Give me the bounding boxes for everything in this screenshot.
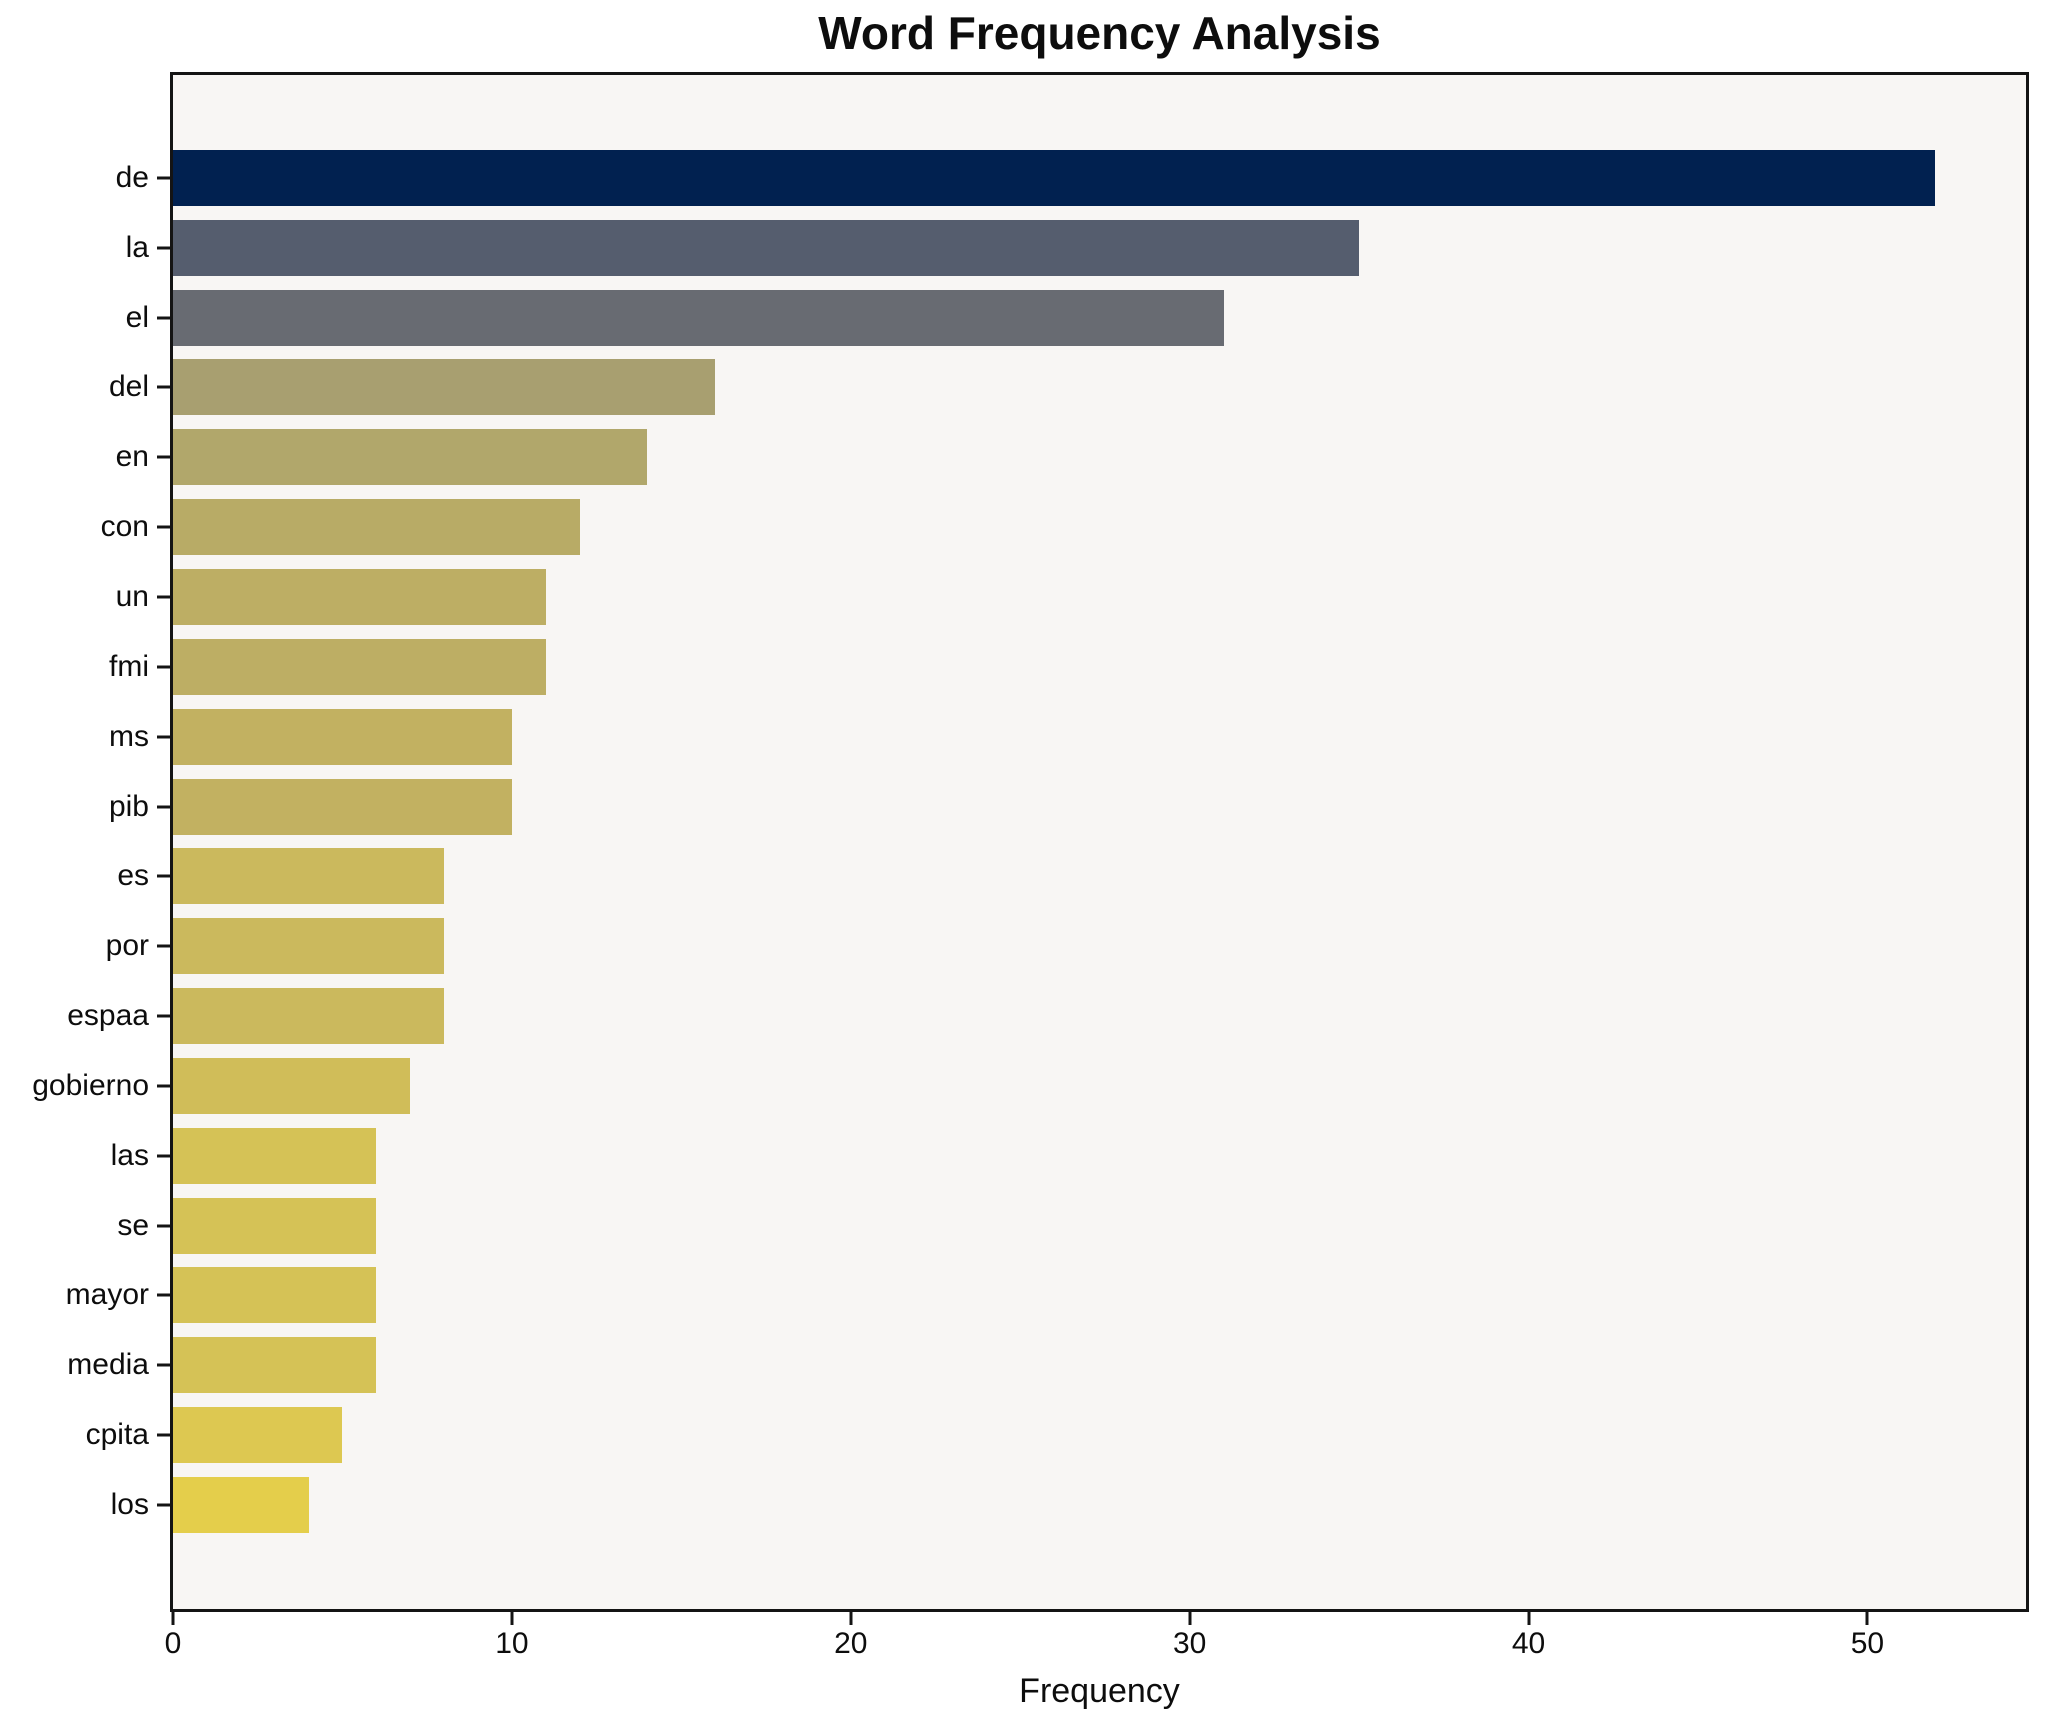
y-tick-mark — [157, 595, 170, 599]
y-tick-label: la — [125, 230, 149, 264]
chart-title: Word Frequency Analysis — [818, 7, 1381, 59]
bar-row-con: con — [101, 492, 2026, 562]
y-tick-label: las — [110, 1138, 149, 1172]
x-tick-mark — [849, 1612, 853, 1625]
plot-area: de la el del en con un fmi ms pib es por espaa gobier… — [32, 72, 2029, 1659]
y-tick-mark — [157, 805, 170, 809]
y-tick-label: el — [125, 300, 149, 334]
bar-row-es: es — [117, 841, 2026, 911]
bar-row-se: se — [117, 1191, 2026, 1261]
y-tick-mark — [157, 1224, 170, 1228]
bar-row-de: de — [116, 143, 2026, 213]
bar-espaa — [173, 988, 445, 1045]
y-tick-label: del — [108, 370, 149, 404]
y-tick-label: los — [110, 1487, 149, 1521]
x-tick-mark — [1865, 1612, 1869, 1625]
y-tick-label: pib — [108, 789, 149, 823]
bar-row-la: la — [126, 213, 2026, 283]
y-tick-label: con — [100, 510, 149, 544]
bar-gobierno — [173, 1057, 411, 1114]
y-tick-label: cpita — [85, 1418, 149, 1452]
bar-row-los: los — [111, 1470, 2026, 1540]
bar-con — [173, 499, 580, 556]
bar-row-gobierno: gobierno — [32, 1051, 2026, 1121]
x-tick-label: 10 — [495, 1627, 529, 1660]
bar-row-cpita: cpita — [86, 1400, 2026, 1470]
x-tick-mark — [1188, 1612, 1192, 1625]
y-tick-label: fmi — [109, 649, 149, 683]
bar-los — [173, 1476, 309, 1533]
bar-row-en: en — [116, 422, 2026, 492]
bar-de — [173, 149, 1936, 206]
bar-row-pib: pib — [109, 772, 2026, 842]
y-tick-mark — [157, 1433, 170, 1437]
y-tick-mark — [157, 246, 170, 250]
bar-media — [173, 1337, 377, 1394]
x-tick-label: 20 — [834, 1627, 868, 1660]
x-tick-mark — [171, 1612, 175, 1625]
y-tick-mark — [157, 1503, 170, 1507]
y-tick-label: de — [115, 160, 149, 194]
x-tick-label: 0 — [164, 1627, 182, 1660]
y-tick-mark — [157, 1293, 170, 1297]
y-tick-mark — [157, 1363, 170, 1367]
y-tick-label: un — [115, 579, 149, 613]
bar-row-espaa: espaa — [67, 981, 2026, 1051]
y-tick-label: en — [115, 440, 149, 474]
bar-del — [173, 359, 716, 416]
y-tick-mark — [157, 385, 170, 389]
bar-un — [173, 568, 546, 625]
y-tick-label: ms — [109, 719, 149, 753]
y-tick-mark — [157, 1154, 170, 1158]
x-tick-label: 50 — [1850, 1627, 1885, 1660]
bar-row-ms: ms — [109, 702, 2026, 772]
y-tick-mark — [157, 874, 170, 878]
bar-row-las: las — [111, 1121, 2026, 1191]
y-tick-label: por — [105, 929, 149, 963]
y-tick-label: espaa — [67, 999, 149, 1033]
y-tick-mark — [157, 665, 170, 669]
y-tick-mark — [157, 735, 170, 739]
x-tick-label: 40 — [1511, 1627, 1546, 1660]
bar-mayor — [173, 1267, 377, 1324]
y-tick-mark — [157, 455, 170, 459]
bar-en — [173, 429, 648, 486]
y-tick-mark — [157, 525, 170, 529]
bar-row-del: del — [109, 353, 2026, 423]
y-tick-mark — [157, 1014, 170, 1018]
bar-la — [173, 219, 1360, 276]
x-axis-label: Frequency — [1019, 1672, 1180, 1710]
y-tick-label: se — [117, 1208, 149, 1242]
y-tick-mark — [157, 176, 170, 180]
bar-por — [173, 918, 445, 975]
bar-fmi — [173, 638, 546, 695]
y-tick-label: gobierno — [32, 1068, 149, 1102]
x-tick-mark — [1527, 1612, 1531, 1625]
bar-row-por: por — [106, 911, 2026, 981]
bar-row-mayor: mayor — [66, 1261, 2026, 1331]
y-tick-label: media — [67, 1348, 149, 1382]
bar-row-un: un — [116, 562, 2026, 632]
bar-ms — [173, 708, 512, 765]
bar-es — [173, 848, 445, 905]
y-tick-mark — [157, 944, 170, 948]
bar-el — [173, 289, 1224, 346]
bar-row-fmi: fmi — [109, 632, 2026, 702]
x-tick-label: 30 — [1172, 1627, 1207, 1660]
bar-pib — [173, 778, 512, 835]
bar-row-el: el — [126, 283, 2026, 353]
bar-row-media: media — [67, 1330, 2026, 1400]
bar-cpita — [173, 1407, 343, 1464]
bar-las — [173, 1127, 377, 1184]
y-tick-label: es — [117, 859, 149, 893]
bars-container: de la el del en con un fmi ms pib es por espaa gobier… — [32, 75, 2026, 1609]
x-tick-mark — [510, 1612, 514, 1625]
bar-se — [173, 1197, 377, 1254]
y-tick-label: mayor — [65, 1278, 149, 1312]
y-tick-mark — [157, 1084, 170, 1088]
y-tick-mark — [157, 316, 170, 320]
